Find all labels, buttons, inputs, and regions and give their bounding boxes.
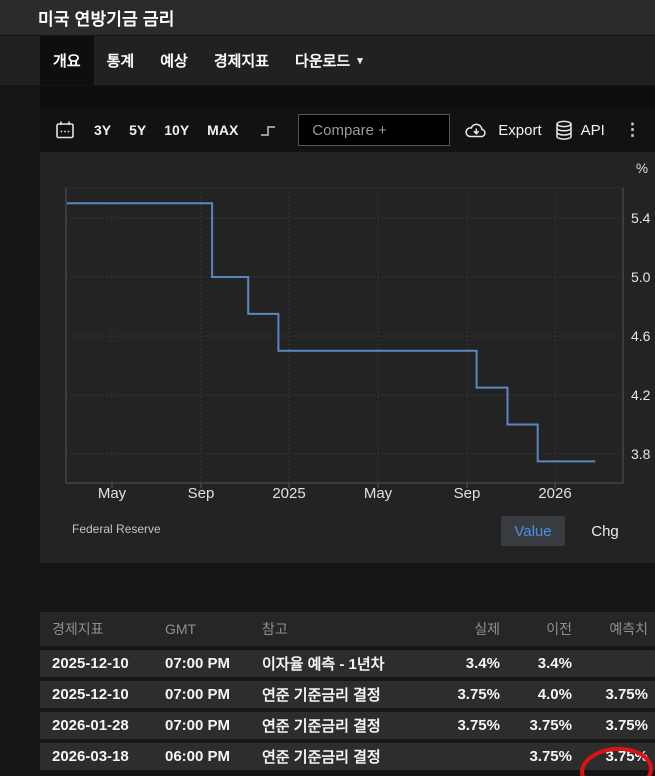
col-header-indicator: 경제지표 [52,621,104,637]
fed-funds-chart[interactable]: % 5.4 5.0 4.6 4.2 3.8 May Sep 2025 May S… [40,152,655,563]
x-tick: May [98,485,127,502]
cell-gmt: 07:00 PM [165,655,231,672]
cell-actual: 3.75% [457,717,500,734]
cell-date: 2026-01-28 [52,717,129,734]
database-icon [555,120,573,141]
x-tick: May [364,485,393,502]
cell-reference: 연준 기준금리 결정 [262,687,381,704]
cell-gmt: 07:00 PM [165,717,231,734]
calendar-icon[interactable] [54,119,76,141]
cell-date: 2025-12-10 [52,655,129,672]
export-label: Export [498,121,542,139]
tab-forecast-label: 예상 [160,53,188,70]
tab-stats-label: 통계 [106,53,135,70]
y-axis-labels: 5.4 5.0 4.6 4.2 3.8 [631,210,651,462]
value-toggle-button[interactable]: Value [501,516,565,546]
export-button[interactable]: Export [463,120,542,140]
x-tick: Sep [188,485,215,502]
table-header-row: 경제지표 GMT 참고 실제 이전 예측치 [40,612,655,646]
cell-gmt: 07:00 PM [165,686,231,703]
section-gap [40,563,655,612]
x-tick: 2026 [538,485,571,502]
cell-date: 2025-12-10 [52,686,129,703]
y-tick: 5.4 [631,210,651,226]
table-row[interactable]: 2025-12-10 07:00 PM 연준 기준금리 결정 3.75% 4.0… [40,677,655,708]
x-tick: Sep [454,485,481,502]
tab-indicators[interactable]: 경제지표 [201,36,282,85]
chart-source: Federal Reserve [72,522,161,536]
fed-rate-line [67,202,596,463]
tab-indicators-label: 경제지표 [213,53,270,70]
chart-panel: % 5.4 5.0 4.6 4.2 3.8 May Sep 2025 May S… [40,152,655,563]
cell-previous: 4.0% [537,686,572,703]
x-axis-ticks [111,483,556,488]
chevron-down-icon: ▾ [357,55,363,67]
content-column: 3Y 5Y 10Y MAX Export [40,86,655,770]
col-header-forecast: 예측치 [609,621,648,637]
col-header-previous: 이전 [546,621,572,637]
tab-download[interactable]: 다운로드 ▾ [282,36,376,85]
y-axis-unit: % [636,161,648,176]
cell-previous: 3.75% [529,748,572,765]
chg-toggle-button[interactable]: Chg [591,522,619,540]
range-max-button[interactable]: MAX [207,122,239,138]
cell-previous: 3.75% [529,717,572,734]
panel-top-band [40,86,655,108]
range-10y-button[interactable]: 10Y [164,122,190,138]
api-button[interactable]: API [555,120,605,141]
step-line-chart-icon[interactable] [258,120,278,140]
cell-gmt: 06:00 PM [165,748,231,765]
col-header-gmt: GMT [165,621,197,637]
chart-toolbar: 3Y 5Y 10Y MAX Export [40,108,655,152]
y-tick: 5.0 [631,269,651,285]
x-axis-labels: May Sep 2025 May Sep 2026 [98,485,572,502]
kebab-menu-icon[interactable]: ⋮ [624,120,641,139]
range-3y-button[interactable]: 3Y [94,122,112,138]
table-row[interactable]: 2025-12-10 07:00 PM 이자율 예측 - 1년차 3.4% 3.… [40,646,655,677]
table-row[interactable]: 2026-03-18 06:00 PM 연준 기준금리 결정 3.75% 3.7… [40,739,655,770]
cell-reference: 연준 기준금리 결정 [262,749,381,766]
cell-actual: 3.4% [465,655,500,672]
y-tick: 4.6 [631,328,651,344]
page-title: 미국 연방기금 금리 [38,10,175,29]
col-header-reference: 참고 [262,621,288,637]
cell-reference: 이자율 예측 - 1년차 [262,656,385,673]
tab-download-label: 다운로드 [295,53,351,70]
compare-input[interactable] [298,114,451,146]
cell-previous: 3.4% [537,655,572,672]
range-5y-button[interactable]: 5Y [129,122,147,138]
y-gridlines [66,217,623,455]
cell-reference: 연준 기준금리 결정 [262,718,381,735]
cell-forecast-highlighted: 3.75% [605,748,648,765]
cell-forecast: 3.75% [605,686,648,703]
tab-forecast[interactable]: 예상 [147,36,201,85]
table-row[interactable]: 2026-01-28 07:00 PM 연준 기준금리 결정 3.75% 3.7… [40,708,655,739]
tab-stats[interactable]: 통계 [94,36,148,85]
cell-forecast: 3.75% [605,717,648,734]
x-tick: 2025 [272,485,305,502]
cell-date: 2026-03-18 [52,748,129,765]
y-tick: 3.8 [631,446,651,462]
tab-overview-label: 개요 [53,53,81,70]
tab-bar: 개요 통계 예상 경제지표 다운로드 ▾ [0,36,655,85]
calendar-table: 경제지표 GMT 참고 실제 이전 예측치 2025-12-10 07:00 P… [40,612,655,770]
col-header-actual: 실제 [474,621,500,637]
cloud-download-icon [463,120,490,140]
tab-overview[interactable]: 개요 [40,36,94,85]
page-header: 미국 연방기금 금리 [0,0,655,36]
y-tick: 4.2 [631,387,651,403]
api-label: API [580,121,605,139]
cell-actual: 3.75% [457,686,500,703]
